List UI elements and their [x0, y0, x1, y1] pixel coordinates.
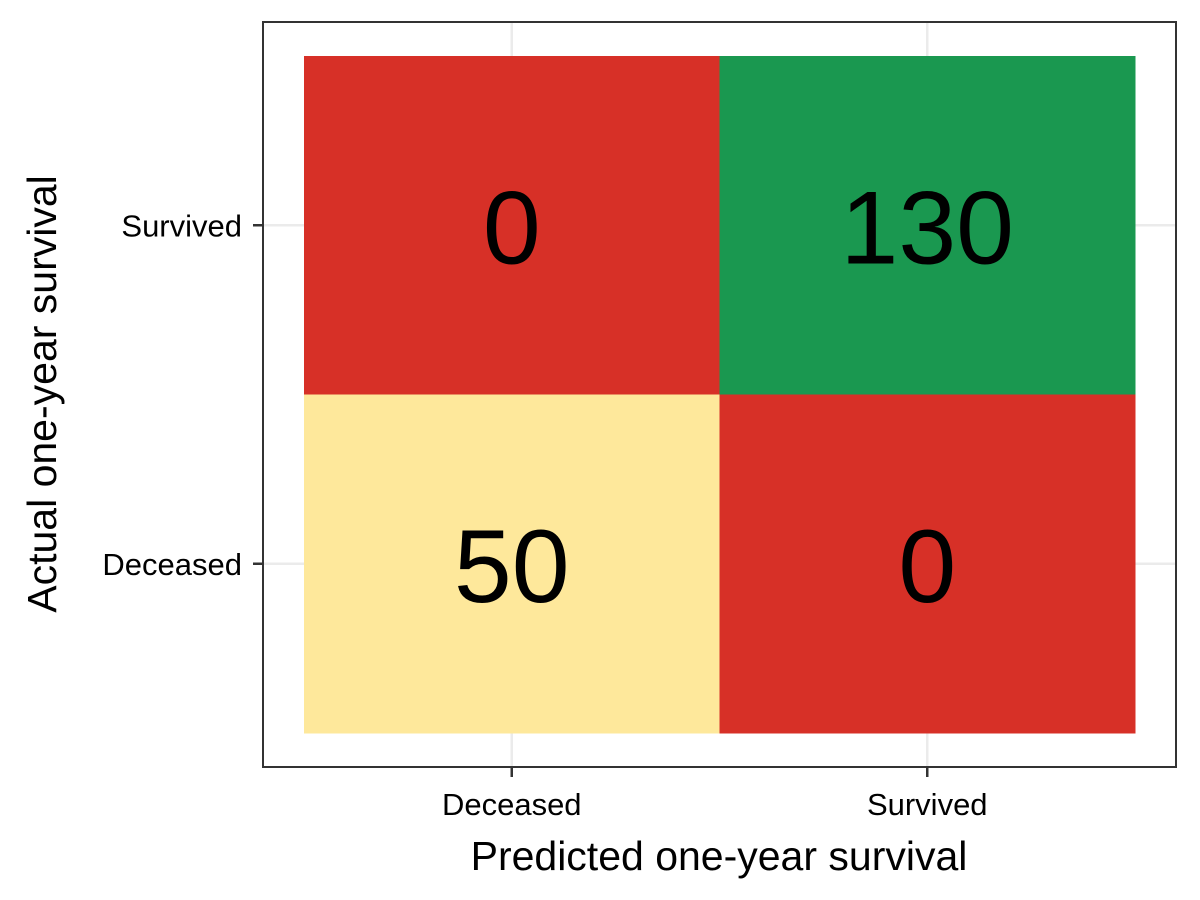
- x-axis-title: Predicted one-year survival: [471, 833, 968, 879]
- heatmap-cell-pred-deceased-actual-deceased: [304, 394, 720, 734]
- cell-label-pred-survived-actual-survived: 130: [840, 170, 1014, 286]
- heatmap-cell-pred-deceased-actual-survived: [304, 56, 720, 395]
- x-tick-label-survived: Survived: [867, 787, 988, 822]
- cell-label-pred-deceased-actual-survived: 0: [483, 170, 541, 286]
- y-axis-title: Actual one-year survival: [19, 175, 65, 613]
- heatmap-cell-pred-survived-actual-deceased: [719, 394, 1136, 734]
- x-tick-label-deceased: Deceased: [442, 787, 582, 822]
- heatmap-cells: [304, 56, 1136, 734]
- heatmap-cell-pred-survived-actual-survived: [719, 56, 1136, 395]
- y-tick-label-survived: Survived: [121, 208, 242, 243]
- panel-border: [262, 21, 1177, 768]
- y-tick-label-deceased: Deceased: [102, 547, 242, 582]
- cell-label-pred-deceased-actual-deceased: 50: [454, 509, 570, 625]
- cell-labels: 0 130 50 0: [454, 170, 1014, 625]
- axis-ticks: Deceased Survived Deceased Survived: [102, 208, 987, 822]
- cell-label-pred-survived-actual-deceased: 0: [898, 509, 956, 625]
